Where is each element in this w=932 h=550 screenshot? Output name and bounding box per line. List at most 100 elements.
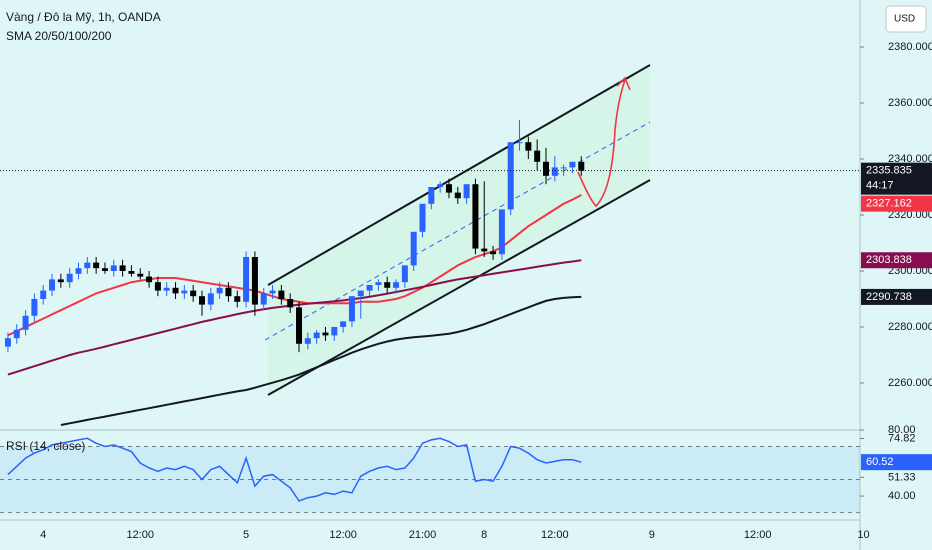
- rsi-tick-label: 40.00: [888, 490, 916, 502]
- x-tick-label: 21:00: [409, 529, 437, 541]
- y-tick-label: 2260.000: [888, 377, 932, 389]
- rsi-tag-bg: [861, 454, 932, 471]
- x-tick-label: 4: [40, 529, 46, 541]
- candle-body: [313, 332, 320, 339]
- candle-body: [366, 284, 373, 291]
- sma-line: [7, 194, 582, 337]
- x-tick-label: 8: [481, 529, 487, 541]
- candle-body: [322, 332, 329, 336]
- rsi-tag: 60.52: [866, 456, 894, 468]
- sma-tag: 2303.838: [866, 254, 912, 266]
- rsi-tick-label: 80.00: [888, 424, 916, 436]
- candle-body: [278, 290, 285, 299]
- candle-body: [207, 293, 214, 305]
- candle-body: [172, 287, 179, 294]
- candle-body: [348, 296, 355, 322]
- candle-body: [190, 290, 197, 297]
- countdown: 44:17: [866, 180, 894, 192]
- candle-body: [296, 307, 303, 344]
- candle-body: [304, 338, 311, 344]
- y-tick-label: 2360.000: [888, 97, 932, 109]
- candle-body: [287, 298, 294, 308]
- channel-fill: [268, 65, 650, 395]
- candle-body: [154, 282, 161, 291]
- candle-body: [31, 298, 38, 316]
- candle-body: [490, 251, 497, 255]
- indicator-legend: SMA 20/50/100/200: [6, 29, 112, 43]
- candle-body: [66, 273, 73, 283]
- y-tick-label: 2380.000: [888, 41, 932, 53]
- rsi-line: [7, 437, 582, 502]
- candle-body: [542, 161, 549, 176]
- candle-body: [340, 321, 347, 327]
- sma-line: [60, 295, 582, 426]
- candle-body: [4, 338, 11, 347]
- candle-body: [101, 268, 108, 271]
- sma-tag-bg: [861, 252, 932, 269]
- candle-body: [516, 142, 523, 144]
- candle-body: [419, 203, 426, 232]
- x-tick-label: 5: [243, 529, 249, 541]
- candle-body: [225, 287, 232, 297]
- candle-body: [498, 209, 505, 255]
- candle-body: [269, 290, 276, 294]
- candle-body: [234, 296, 241, 302]
- candle-body: [110, 265, 117, 271]
- candle-body: [49, 279, 56, 291]
- candle-body: [472, 184, 479, 249]
- sma-line: [7, 259, 582, 376]
- y-tick-label: 2340.000: [888, 153, 932, 165]
- candle-body: [551, 167, 558, 176]
- candle-body: [437, 184, 444, 188]
- y-tick-label: 2320.000: [888, 209, 932, 221]
- candle-body: [410, 231, 417, 266]
- candle-body: [481, 248, 488, 252]
- x-tick-label: 12:00: [329, 529, 357, 541]
- x-tick-label: 9: [649, 529, 655, 541]
- candle-body: [260, 293, 267, 305]
- currency: USD: [894, 14, 915, 25]
- candle-body: [454, 192, 461, 199]
- candle-body: [137, 273, 144, 277]
- currency-button[interactable]: [885, 5, 927, 33]
- candle-body: [428, 187, 435, 204]
- rsi-title: RSI (14, close): [6, 439, 85, 453]
- x-tick-label: 10: [857, 529, 869, 541]
- last-price: 2335.835: [866, 165, 912, 177]
- candle-body: [146, 276, 153, 283]
- chart-title: Vàng / Đô la Mỹ, 1h, OANDA: [6, 10, 161, 24]
- sma-tag-bg: [861, 288, 932, 305]
- sma-tag-bg: [861, 195, 932, 212]
- candle-body: [163, 287, 170, 291]
- channel-upper: [267, 64, 651, 286]
- candle-body: [384, 282, 391, 288]
- candle-body: [507, 142, 514, 210]
- candle-body: [393, 282, 400, 288]
- rsi-tick-label: 74.82: [888, 432, 916, 444]
- candle-body: [198, 296, 205, 305]
- candle-body: [216, 287, 223, 294]
- candle-body: [375, 282, 382, 285]
- candle-body: [181, 290, 188, 294]
- candle-body: [401, 265, 408, 283]
- candle-body: [525, 142, 532, 151]
- forecast-arrow: [577, 79, 626, 208]
- candle-body: [128, 270, 135, 274]
- sma-tag: 2290.738: [866, 291, 912, 303]
- candle-body: [40, 290, 47, 299]
- candle-body: [13, 329, 20, 339]
- candle-body: [445, 184, 452, 193]
- y-tick-label: 2280.000: [888, 321, 932, 333]
- rsi-band: [0, 446, 860, 513]
- candle-body: [84, 262, 91, 269]
- arrow-head: [616, 76, 631, 91]
- rsi-tick-label: 51.33: [888, 471, 916, 483]
- candle-body: [119, 265, 126, 271]
- x-tick-label: 12:00: [744, 529, 772, 541]
- candle-body: [569, 161, 576, 168]
- candle-body: [560, 167, 567, 169]
- candle-body: [251, 256, 258, 305]
- candle-body: [57, 279, 64, 283]
